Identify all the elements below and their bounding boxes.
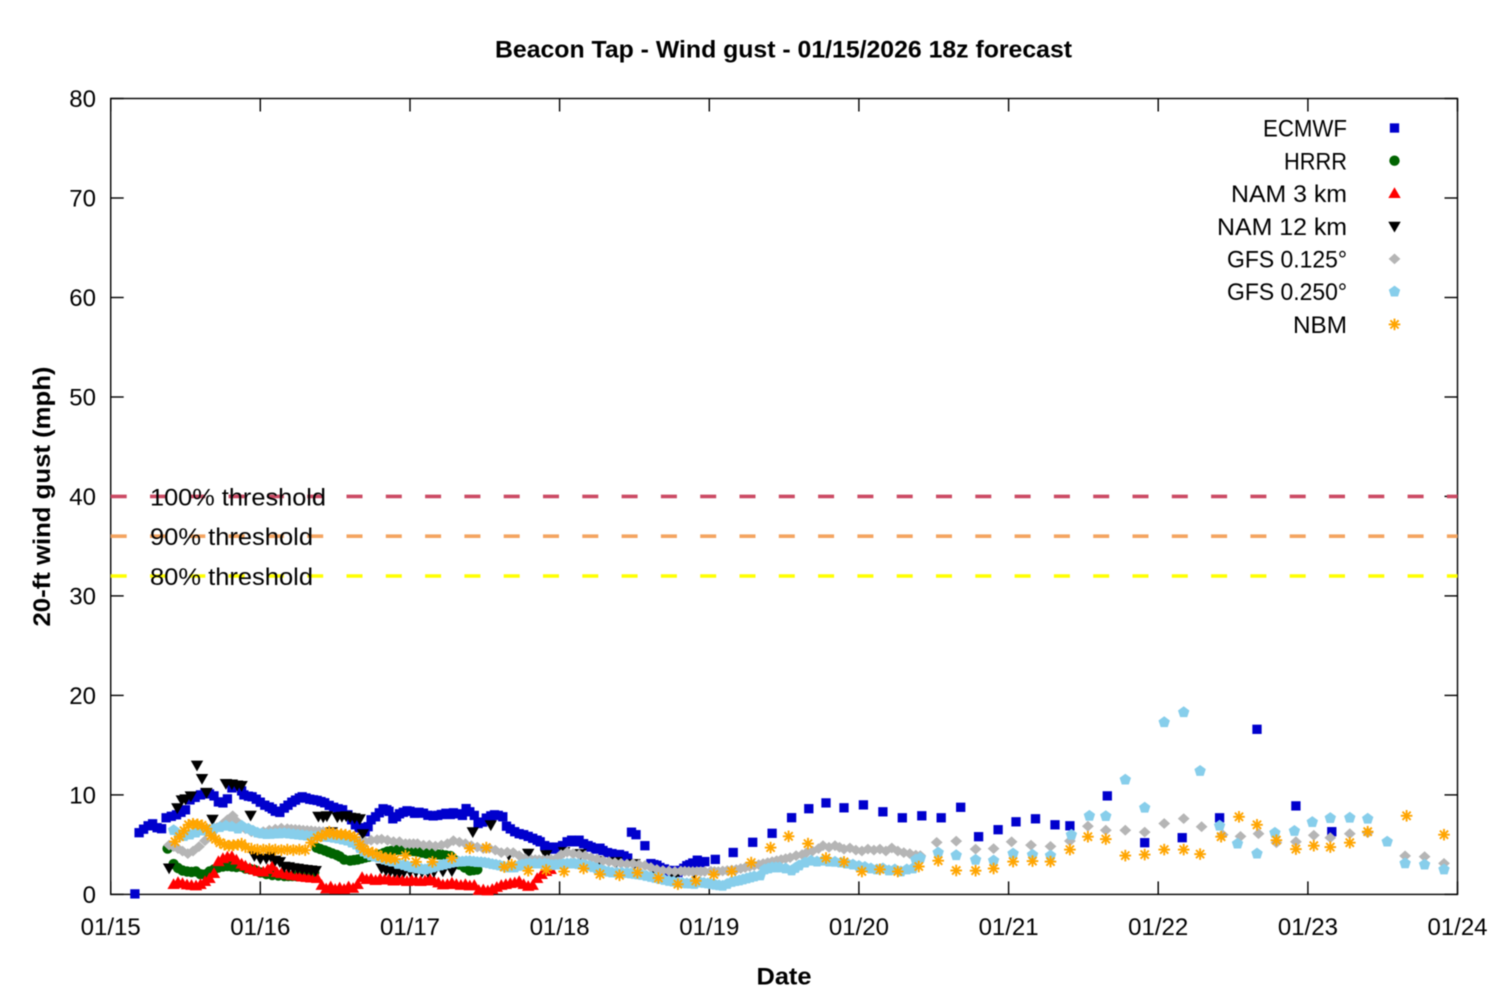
svg-text:GFS 0.125°: GFS 0.125° <box>1227 247 1347 274</box>
svg-text:01/18: 01/18 <box>530 914 590 941</box>
svg-text:GFS 0.250°: GFS 0.250° <box>1227 279 1347 306</box>
svg-text:80% threshold: 80% threshold <box>150 564 313 591</box>
svg-text:01/16: 01/16 <box>230 914 290 941</box>
svg-text:NAM 12 km: NAM 12 km <box>1217 214 1347 241</box>
svg-text:60: 60 <box>69 285 96 312</box>
svg-text:90% threshold: 90% threshold <box>150 524 313 551</box>
svg-text:40: 40 <box>69 484 96 511</box>
svg-text:01/22: 01/22 <box>1128 914 1188 941</box>
svg-text:100% threshold: 100% threshold <box>150 484 326 511</box>
svg-text:01/24: 01/24 <box>1427 914 1487 941</box>
svg-text:0: 0 <box>83 882 96 909</box>
svg-text:01/15: 01/15 <box>81 914 141 941</box>
svg-text:01/19: 01/19 <box>679 914 739 941</box>
svg-text:Beacon Tap - Wind gust - 01/15: Beacon Tap - Wind gust - 01/15/2026 18z … <box>495 37 1072 64</box>
svg-text:Date: Date <box>757 964 812 991</box>
svg-text:NBM: NBM <box>1293 312 1347 339</box>
svg-text:NAM 3 km: NAM 3 km <box>1231 181 1347 208</box>
svg-text:01/23: 01/23 <box>1278 914 1338 941</box>
svg-text:20-ft wind gust (mph): 20-ft wind gust (mph) <box>29 367 56 627</box>
svg-text:10: 10 <box>69 782 96 809</box>
svg-text:20: 20 <box>69 683 96 710</box>
svg-text:01/20: 01/20 <box>829 914 889 941</box>
svg-text:01/21: 01/21 <box>979 914 1039 941</box>
svg-text:70: 70 <box>69 186 96 213</box>
svg-text:ECMWF: ECMWF <box>1263 116 1347 143</box>
svg-text:HRRR: HRRR <box>1284 148 1347 175</box>
svg-text:30: 30 <box>69 583 96 610</box>
svg-text:50: 50 <box>69 385 96 412</box>
svg-text:01/17: 01/17 <box>380 914 440 941</box>
svg-text:80: 80 <box>69 86 96 113</box>
